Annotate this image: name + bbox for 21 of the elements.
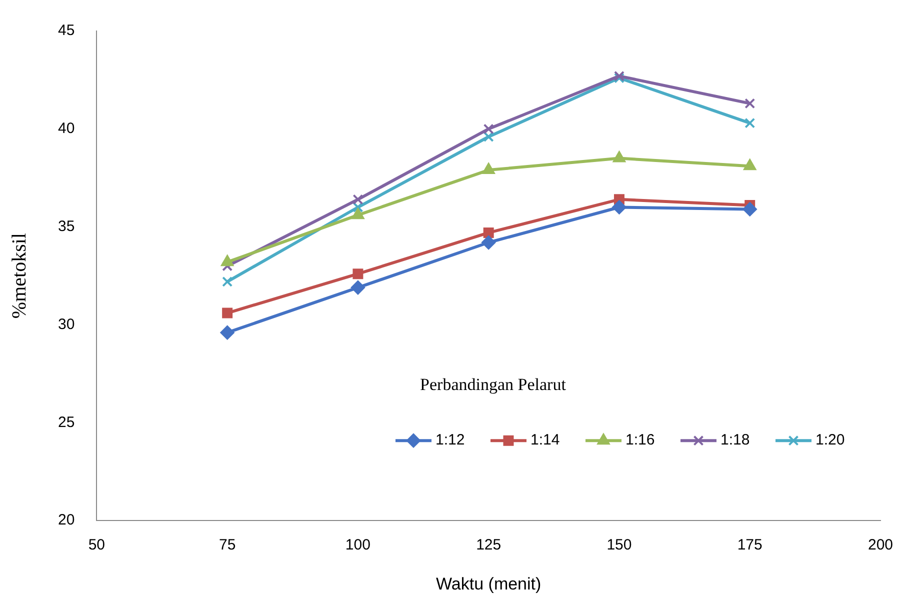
x-tick-label: 200 <box>868 536 893 554</box>
y-tick-label: 20 <box>58 512 75 529</box>
y-tick-label: 35 <box>58 218 75 235</box>
x-tick-label: 100 <box>345 536 370 554</box>
y-tick-label: 30 <box>58 316 75 333</box>
x-tick-label: 150 <box>606 536 632 554</box>
x-axis-title: Waktu (menit) <box>436 574 542 594</box>
legend-label: 1:12 <box>435 432 465 449</box>
y-tick-label: 40 <box>58 120 75 138</box>
y-axis-title: %metoksil <box>8 232 30 319</box>
x-tick-label: 125 <box>476 536 502 554</box>
y-tick-label: 25 <box>58 414 75 431</box>
legend-label: 1:14 <box>530 432 560 449</box>
x-tick-label: 75 <box>218 536 236 554</box>
x-tick-label: 175 <box>737 536 762 554</box>
x-tick-label: 50 <box>88 536 106 554</box>
legend-label: 1:20 <box>815 432 845 449</box>
legend-label: 1:18 <box>720 432 750 449</box>
y-tick-label: 45 <box>58 22 75 40</box>
legend-title: Perbandingan Pelarut <box>420 375 566 394</box>
legend-label: 1:16 <box>625 432 655 449</box>
